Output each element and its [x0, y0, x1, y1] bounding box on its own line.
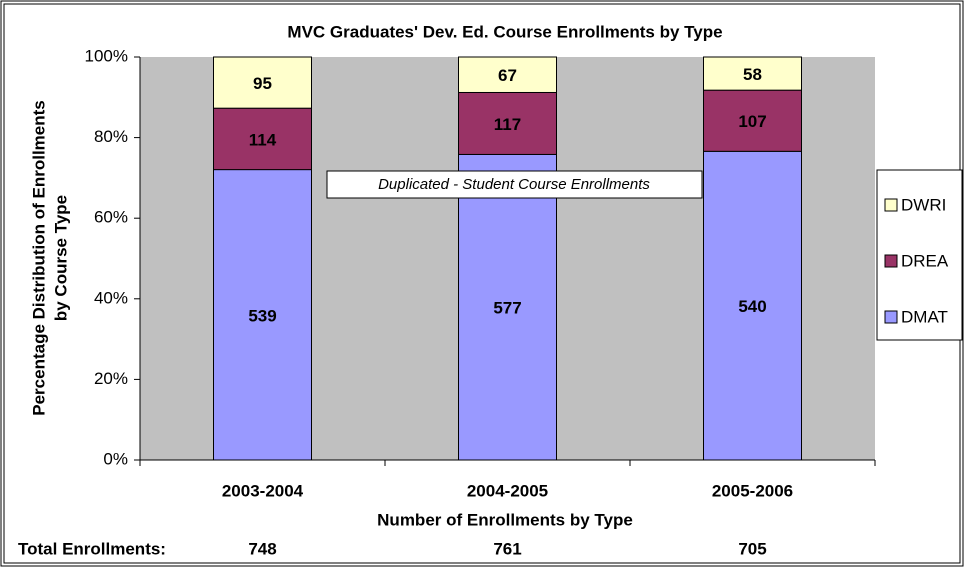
legend-label: DWRI: [901, 195, 946, 214]
total-value: 705: [738, 539, 766, 558]
data-label: 117: [494, 115, 521, 134]
bar-segment: [458, 91, 557, 155]
y-tick-label: 60%: [94, 208, 128, 227]
y-axis-title: by Course Type: [51, 195, 70, 321]
data-label: 539: [248, 306, 276, 325]
chart-title: MVC Graduates' Dev. Ed. Course Enrollmen…: [287, 22, 722, 41]
bar-segment: [213, 56, 312, 109]
legend-swatch: [884, 254, 898, 268]
legend-swatch: [884, 310, 898, 324]
data-label: 577: [493, 299, 521, 318]
legend-label: DREA: [901, 251, 949, 270]
y-axis-title: Percentage Distribution of Enrollments: [29, 100, 48, 416]
y-tick-label: 80%: [94, 127, 128, 146]
legend-label: DMAT: [901, 307, 948, 326]
x-axis-title: Number of Enrollments by Type: [377, 510, 633, 529]
x-tick-label: 2005-2006: [712, 481, 793, 500]
data-label: 107: [738, 112, 766, 131]
annotation-box: [326, 170, 703, 199]
total-value: 761: [493, 539, 521, 558]
data-label: 540: [738, 297, 766, 316]
y-tick-label: 100%: [85, 46, 128, 65]
bar-segment: [703, 56, 802, 91]
total-value: 748: [248, 539, 276, 558]
x-tick-label: 2004-2005: [467, 481, 548, 500]
bar-segment: [458, 56, 557, 93]
data-label: 95: [253, 74, 272, 93]
data-label: 114: [249, 130, 277, 149]
data-label: 67: [498, 66, 517, 85]
legend-swatch: [884, 198, 898, 212]
y-tick-label: 0%: [103, 449, 128, 468]
bar-segment: [703, 89, 802, 152]
totals-label: Total Enrollments:: [18, 539, 166, 558]
y-tick-label: 40%: [94, 288, 128, 307]
x-tick-label: 2003-2004: [222, 481, 304, 500]
y-tick-label: 20%: [94, 369, 128, 388]
annotation: Duplicated - Student Course Enrollments: [378, 176, 650, 193]
bar-segment: [458, 153, 557, 461]
data-label: 58: [743, 65, 762, 84]
